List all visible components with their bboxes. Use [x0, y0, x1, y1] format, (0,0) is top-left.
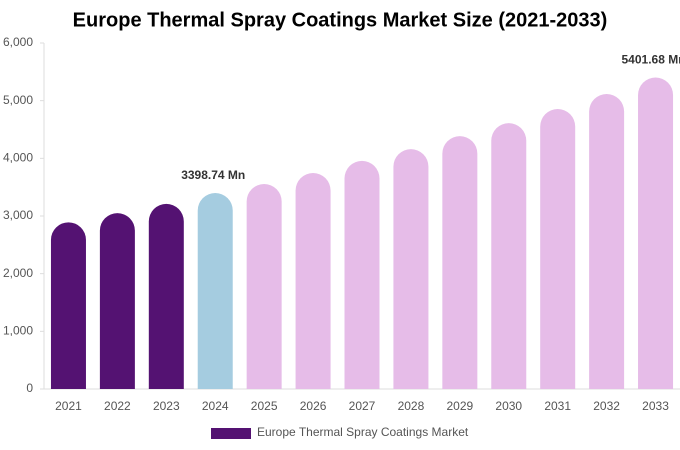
- x-tick-label: 2032: [593, 399, 620, 413]
- chart-title: Europe Thermal Spray Coatings Market Siz…: [73, 9, 608, 31]
- bar: [50, 222, 86, 389]
- y-tick-label: 5,000: [3, 93, 33, 107]
- bar: [491, 123, 527, 390]
- bar: [197, 193, 233, 389]
- x-tick-label: 2023: [153, 399, 180, 413]
- bar: [442, 136, 478, 389]
- bar: [589, 94, 625, 389]
- x-tick-label: 2025: [251, 399, 278, 413]
- legend-label: Europe Thermal Spray Coatings Market: [257, 425, 469, 439]
- bar: [638, 77, 674, 390]
- x-tick-label: 2027: [349, 399, 376, 413]
- data-label: 3398.74 Mn: [181, 168, 245, 182]
- bar: [295, 173, 331, 389]
- bar: [148, 203, 184, 389]
- bar: [246, 183, 282, 389]
- y-tick-label: 0: [26, 381, 33, 395]
- y-tick-label: 6,000: [3, 35, 33, 49]
- y-tick-label: 4,000: [3, 151, 33, 165]
- bar: [344, 160, 380, 389]
- x-tick-label: 2021: [55, 399, 82, 413]
- bar: [393, 149, 429, 389]
- x-tick-label: 2028: [398, 399, 425, 413]
- x-tick-label: 2026: [300, 399, 327, 413]
- y-tick-label: 2,000: [3, 266, 33, 280]
- x-tick-label: 2024: [202, 399, 229, 413]
- legend-swatch: [211, 428, 251, 439]
- x-tick-label: 2033: [642, 399, 669, 413]
- data-label: 5401.68 Mn: [622, 53, 680, 67]
- bar: [99, 213, 135, 389]
- y-tick-label: 3,000: [3, 208, 33, 222]
- x-tick-label: 2029: [446, 399, 473, 413]
- x-tick-label: 2030: [495, 399, 522, 413]
- x-tick-label: 2031: [544, 399, 571, 413]
- x-tick-label: 2022: [104, 399, 131, 413]
- y-tick-label: 1,000: [3, 324, 33, 338]
- bar: [540, 109, 576, 390]
